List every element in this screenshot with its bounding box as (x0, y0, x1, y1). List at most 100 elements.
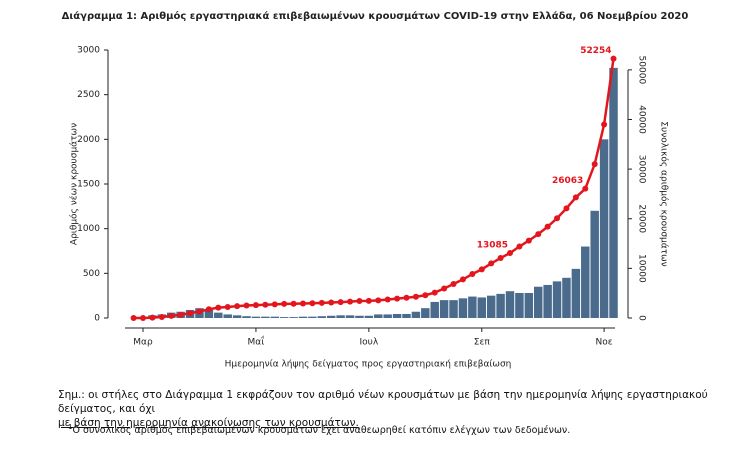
cumulative-point (469, 271, 476, 278)
x-tick-label: Σεπ (474, 338, 491, 348)
cumulative-point (252, 302, 259, 309)
cumulative-point (601, 121, 608, 128)
y-tick-label: 1500 (77, 180, 100, 190)
bar (364, 315, 374, 318)
bar (279, 317, 289, 318)
x-axis-label: Ημερομηνία λήψης δείγματος προς εργαστηρ… (225, 360, 512, 370)
cumulative-point (507, 250, 514, 257)
note-line: με βάση την ημερομηνία ανακοίνωσης των κ… (58, 417, 359, 429)
bar (223, 314, 232, 318)
cumulative-point (318, 299, 325, 306)
bar (562, 277, 571, 318)
bar (317, 316, 327, 318)
bar (534, 286, 543, 318)
cumulative-point (365, 297, 372, 304)
cumulative-point (187, 310, 194, 317)
cumulative-line (133, 58, 615, 320)
y2-tick-label: 40000 (637, 105, 647, 134)
cumulative-point (582, 185, 589, 192)
note: Σημ.: οι στήλες στο Διάγραμμα 1 εκφράζου… (58, 388, 738, 430)
y-axis-label: Αριθμός νέων κρουσμάτων (69, 123, 80, 245)
bar (468, 296, 477, 318)
bar (477, 297, 487, 318)
x-tick-label: Ιουλ (360, 338, 379, 348)
cumulative-point (234, 303, 241, 310)
cumulative-point (168, 312, 175, 319)
bar (609, 67, 618, 318)
y2-tick-label: 10000 (637, 254, 647, 283)
chart: Διάγραμμα 1: Αριθμός εργαστηριακά επιβεβ… (62, 10, 689, 370)
bar (496, 293, 505, 318)
bar (439, 300, 449, 318)
cumulative-point (572, 194, 579, 201)
cumulative-point (441, 285, 448, 292)
bar (458, 298, 468, 318)
bar (543, 284, 552, 318)
bar (421, 308, 430, 318)
bar (270, 316, 279, 318)
cumulative-point (130, 315, 137, 321)
bar (486, 295, 496, 318)
cumulative-point (337, 299, 344, 306)
y2-tick-label: 0 (637, 315, 647, 321)
bar (326, 315, 336, 318)
bar (552, 281, 562, 318)
cumulative-point (158, 314, 165, 321)
cumulative-point (591, 161, 598, 168)
bar (402, 313, 411, 318)
footnote-mark: 1 (68, 423, 73, 431)
bar (505, 291, 515, 318)
bar (449, 300, 458, 318)
cumulative-point (535, 231, 542, 238)
bar (430, 301, 439, 318)
cumulative-point (215, 304, 222, 311)
cumulative-point (299, 300, 306, 307)
cumulative-point (450, 280, 457, 287)
bar (232, 315, 242, 318)
bar (204, 309, 214, 318)
cumulative-point (224, 303, 231, 310)
cumulative-point (563, 205, 570, 212)
cumulative-point (140, 314, 147, 321)
cumulative-point (431, 289, 438, 296)
bar (214, 312, 223, 318)
y-tick-label: 3000 (77, 46, 100, 56)
cumulative-point (281, 300, 288, 307)
footnote: 1Ο συνολικός αριθμός επιβεβαιωμένων κρου… (68, 420, 740, 438)
y-tick-label: 0 (94, 314, 100, 324)
x-tick-label: Μαΐ (248, 336, 265, 348)
cumulative-point (384, 296, 391, 303)
cumulative-point (459, 276, 466, 283)
y-tick-label: 2000 (77, 135, 100, 145)
cumulative-point (149, 314, 156, 321)
cumulative-point (375, 297, 382, 304)
chart-title: Διάγραμμα 1: Αριθμός εργαστηριακά επιβεβ… (62, 10, 689, 22)
cumulative-point (177, 311, 184, 318)
bar (590, 210, 599, 318)
y-tick-label: 2500 (77, 90, 100, 100)
x-tick-label: Μαρ (133, 338, 153, 348)
bar (581, 246, 590, 318)
cumulative-point (497, 255, 504, 262)
cumulative-point (544, 223, 551, 230)
cumulative-point (403, 294, 410, 301)
y2-tick-label: 50000 (637, 56, 647, 85)
bar (374, 314, 383, 318)
data-label: 52254 (580, 46, 611, 56)
cumulative-point (205, 306, 212, 313)
cumulative-point (262, 301, 269, 308)
cumulative-point (328, 299, 335, 306)
y2-tick-label: 20000 (637, 204, 647, 233)
cumulative-point (554, 215, 561, 222)
cumulative-point (243, 302, 250, 309)
data-label: 13085 (477, 241, 508, 251)
bar (261, 316, 270, 318)
bar (524, 292, 534, 318)
bar (515, 292, 524, 318)
bar (599, 139, 609, 318)
cumulative-point (394, 295, 401, 302)
cumulative-point (290, 300, 297, 307)
x-tick-label: Νοε (596, 338, 613, 348)
cumulative-point (488, 260, 495, 267)
bar (571, 268, 581, 318)
